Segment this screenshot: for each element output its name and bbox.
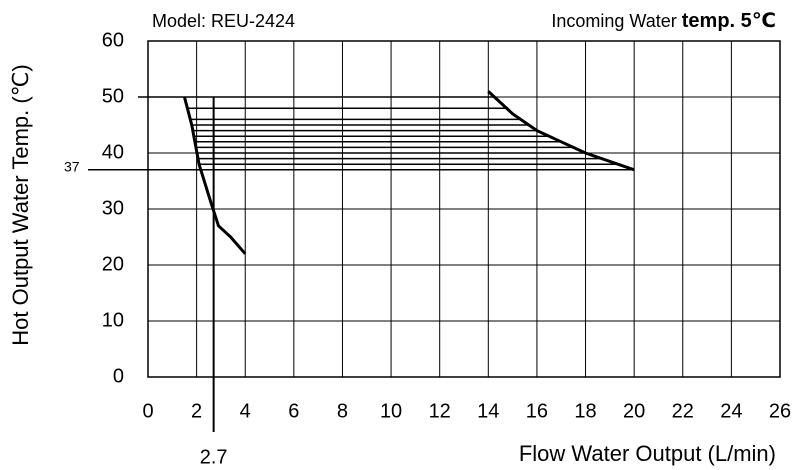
y-tick-label: 60 [102, 29, 124, 51]
x-tick-label: 4 [240, 400, 251, 422]
y-tick-label: 10 [102, 309, 124, 331]
y-tick-label: 30 [102, 197, 124, 219]
x-axis-label: Flow Water Output (L/min) [519, 441, 776, 466]
x-tick-label: 8 [337, 400, 348, 422]
chart-title: Model: REU-2424 [152, 11, 295, 31]
plot-border [147, 40, 781, 378]
y-tick-label: 20 [102, 253, 124, 275]
x-tick-label: 18 [574, 400, 596, 422]
x-tick-label: 20 [623, 400, 645, 422]
y-tick-label: 0 [113, 365, 124, 387]
x-tick-label: 22 [672, 400, 694, 422]
reference-label: 37 [64, 159, 80, 175]
subtitle-part: temp. 5℃ [682, 10, 776, 32]
x-tick-label: 14 [477, 400, 499, 422]
x-tick-label: 24 [720, 400, 742, 422]
boundary-curve [183, 96, 247, 255]
x-tick-label: 10 [380, 400, 402, 422]
reference-label: 2.7 [200, 446, 228, 468]
x-tick-label: 0 [142, 400, 153, 422]
x-tick-label: 12 [429, 400, 451, 422]
chart-subtitle: Incoming Water temp. 5℃ [551, 10, 776, 32]
y-tick-label: 40 [102, 141, 124, 163]
x-tick-label: 26 [769, 400, 791, 422]
x-tick-label: 16 [526, 400, 548, 422]
x-tick-label: 2 [191, 400, 202, 422]
boundary-curve [487, 90, 635, 172]
y-tick-label: 50 [102, 85, 124, 107]
y-axis-label: Hot Output Water Temp. (℃) [8, 64, 33, 345]
x-tick-label: 6 [288, 400, 299, 422]
subtitle-part: Incoming Water [551, 11, 676, 31]
